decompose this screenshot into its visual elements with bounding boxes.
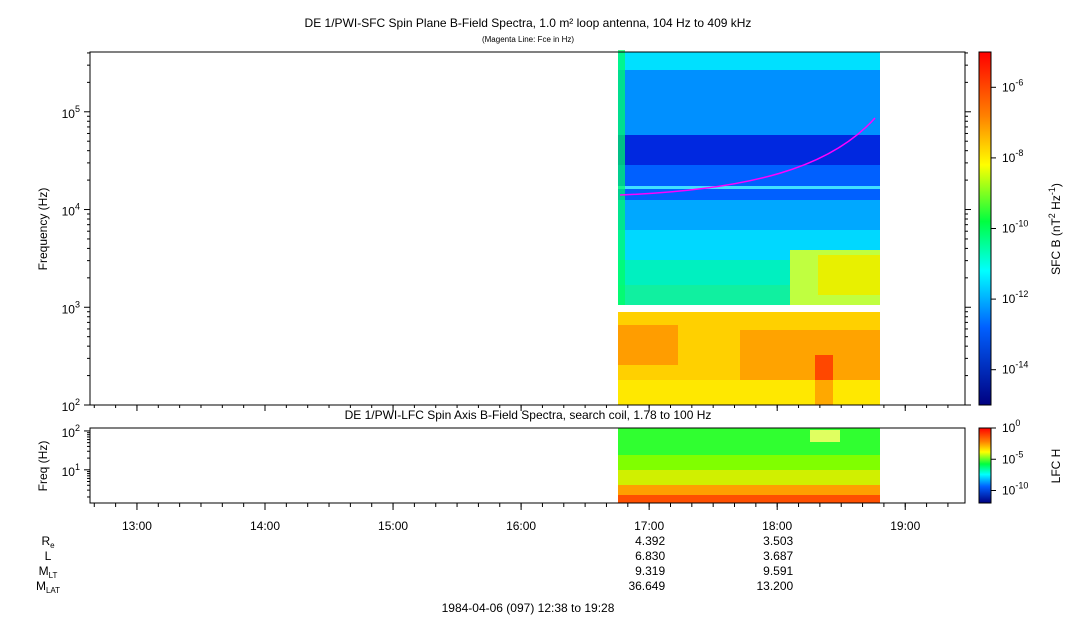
text-part: LT	[49, 571, 58, 580]
text-part: -8	[1015, 148, 1023, 158]
text-part: Hz	[1049, 195, 1063, 213]
text-part: 10	[62, 465, 76, 479]
text-part: 10	[1002, 363, 1016, 377]
ephemeris-value: 36.649	[628, 579, 665, 593]
text-part: )	[1049, 183, 1063, 187]
text-part: LAT	[46, 586, 60, 595]
x-tick-label: 19:00	[890, 519, 920, 533]
text-part: 10	[62, 205, 76, 219]
text-part: 4	[75, 202, 80, 212]
tick-label: 10-14	[1002, 360, 1028, 377]
x-tick-label: 16:00	[506, 519, 536, 533]
text-part: 1	[75, 462, 80, 472]
text-part: 10	[1002, 421, 1016, 435]
ephemeris-value: 13.200	[756, 579, 793, 593]
colorbar-top	[979, 52, 991, 405]
text-part: 10	[62, 107, 76, 121]
text-part: 10	[62, 400, 76, 414]
text-part: 10	[62, 426, 76, 440]
tick-label: 103	[62, 299, 80, 316]
tick-label: 105	[62, 104, 80, 121]
x-tick-label: 15:00	[378, 519, 408, 533]
tick-label: 10-8	[1002, 148, 1023, 165]
text-part: 5	[75, 104, 80, 114]
x-tick-label: 18:00	[762, 519, 792, 533]
ephemeris-value: 3.687	[763, 549, 793, 563]
text-part: 10	[1002, 292, 1016, 306]
text-part: -14	[1015, 360, 1028, 370]
x-tick-label: 14:00	[250, 519, 280, 533]
tick-label: 102	[62, 423, 80, 440]
tick-label: 10-10	[1002, 481, 1028, 498]
ephemeris-value: 6.830	[635, 549, 665, 563]
tick-label: 100	[1002, 418, 1020, 435]
text-part: -5	[1015, 449, 1023, 459]
text-part: 2	[1047, 213, 1057, 218]
text-part: 10	[1002, 452, 1016, 466]
bottom-frame	[89, 427, 966, 504]
ephemeris-value: 3.503	[763, 534, 793, 548]
colorbar-label: LFC H	[1049, 449, 1063, 484]
tick-label: 10-12	[1002, 289, 1028, 306]
text-part: 3	[75, 299, 80, 309]
text-part: 10	[1002, 151, 1016, 165]
bottom-title: DE 1/PWI-LFC Spin Axis B-Field Spectra, …	[345, 408, 712, 422]
colorbar-bottom	[979, 428, 991, 503]
text-part: -6	[1015, 77, 1023, 87]
ephemeris-value: 9.591	[763, 564, 793, 578]
tick-label: 10-5	[1002, 449, 1023, 466]
top-y-label: Frequency (Hz)	[36, 188, 50, 271]
text-part: L	[45, 549, 52, 563]
text-part: 10	[1002, 80, 1016, 94]
text-part: 10	[1002, 222, 1016, 236]
ephemeris-value: 9.319	[635, 564, 665, 578]
text-part: e	[50, 541, 55, 550]
tick-label: 104	[62, 202, 80, 219]
ephemeris-label: MLT	[39, 564, 58, 580]
text-part: SFC B (nT	[1049, 218, 1063, 275]
text-part: 10	[62, 302, 76, 316]
footer: 1984-04-06 (097) 12:38 to 19:28	[442, 601, 615, 615]
x-tick-label: 17:00	[634, 519, 664, 533]
top-title: DE 1/PWI-SFC Spin Plane B-Field Spectra,…	[305, 16, 752, 30]
ephemeris-label: Re	[41, 534, 55, 550]
spectrogram-top	[618, 50, 880, 405]
text-part: -10	[1015, 481, 1028, 491]
ephemeris-label: MLAT	[36, 579, 60, 595]
text-part: 2	[75, 397, 80, 407]
text-part: M	[39, 564, 49, 578]
top-subtitle: (Magenta Line: Fce in Hz)	[482, 35, 574, 44]
ephemeris-label: L	[45, 549, 52, 563]
tick-label: 10-10	[1002, 219, 1028, 236]
text-part: M	[36, 579, 46, 593]
text-part: R	[41, 534, 50, 548]
ephemeris-value: 4.392	[635, 534, 665, 548]
text-part: -1	[1047, 187, 1057, 195]
colorbar-label: SFC B (nT2 Hz-1)	[1047, 183, 1063, 275]
top-frame	[89, 51, 966, 406]
text-part: 0	[1015, 418, 1020, 428]
tick-label: 10-6	[1002, 77, 1023, 94]
bottom-y-label: Freq (Hz)	[36, 441, 50, 492]
x-tick-label: 13:00	[122, 519, 152, 533]
tick-label: 102	[62, 397, 80, 414]
text-part: 2	[75, 423, 80, 433]
tick-label: 101	[62, 462, 80, 479]
text-part: -12	[1015, 289, 1028, 299]
text-part: 10	[1002, 484, 1016, 498]
text-part: -10	[1015, 219, 1028, 229]
spectrogram-bottom	[618, 428, 880, 503]
